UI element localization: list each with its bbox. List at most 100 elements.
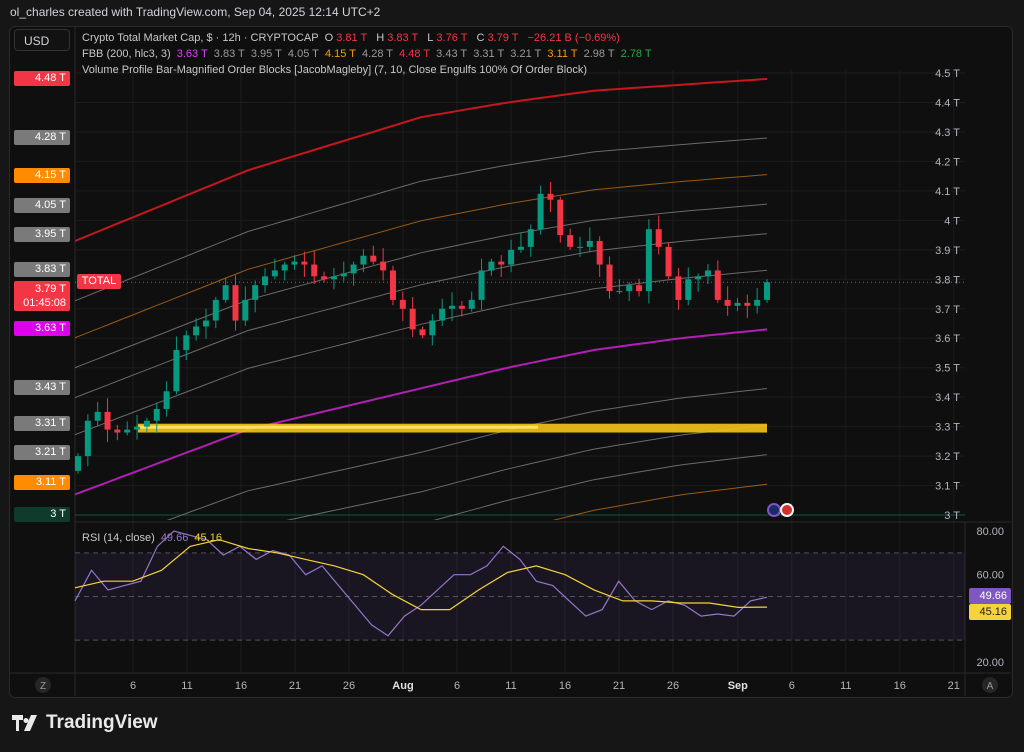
price-level-badge: 3.21 T bbox=[14, 445, 70, 461]
candle-body bbox=[567, 235, 574, 247]
price-tick-label: 3.2 T bbox=[935, 451, 960, 463]
candle-body bbox=[675, 276, 682, 300]
price-level-badge: 3.11 T bbox=[14, 474, 70, 490]
economic-event-flag-icon bbox=[780, 503, 794, 517]
time-axis-label: 16 bbox=[559, 680, 571, 692]
candle-body bbox=[458, 305, 465, 309]
tradingview-logo[interactable]: TradingView bbox=[12, 712, 158, 734]
fbb-value: 4.05 T bbox=[287, 48, 319, 60]
candle-body bbox=[321, 276, 328, 280]
candle-body bbox=[222, 285, 229, 300]
fbb-value: 3.63 T bbox=[176, 48, 208, 60]
fbb-label: FBB (200, hlc3, 3) bbox=[82, 48, 171, 60]
candle-body bbox=[626, 285, 633, 292]
candle-body bbox=[616, 291, 623, 293]
candle-body bbox=[685, 279, 692, 300]
auto-scale-button[interactable] bbox=[982, 677, 998, 693]
fbb-band-line bbox=[75, 328, 768, 496]
price-level-badge: 3.83 T bbox=[14, 262, 70, 278]
attribution-text: ol_charles created with TradingView.com,… bbox=[10, 5, 381, 19]
candle-body bbox=[576, 246, 583, 248]
fbb-band-line bbox=[433, 454, 768, 520]
time-axis-label: 21 bbox=[613, 680, 625, 692]
time-axis-label: 11 bbox=[840, 680, 851, 692]
price-tick-label: 3.3 T bbox=[935, 422, 960, 434]
fbb-value: 4.48 T bbox=[399, 48, 431, 60]
rsi-line bbox=[74, 530, 768, 637]
candle-body bbox=[232, 285, 239, 321]
candle-body bbox=[94, 411, 101, 421]
bar-countdown: 01:45:08 bbox=[23, 297, 66, 310]
price-level-badge: 4.15 T bbox=[14, 168, 70, 184]
rsi-label: RSI (14, close) bbox=[82, 532, 155, 544]
fbb-band-line bbox=[75, 203, 768, 369]
candle-body bbox=[271, 270, 278, 277]
candle-body bbox=[734, 302, 741, 306]
time-axis-label: 16 bbox=[894, 680, 906, 692]
high-value: 3.83 T bbox=[387, 32, 419, 44]
currency-button[interactable]: USD bbox=[14, 29, 70, 51]
fbb-value: 2.98 T bbox=[583, 48, 615, 60]
fbb-band-line bbox=[75, 137, 768, 302]
last-price-value: 3.79 T bbox=[35, 283, 66, 296]
zoom-reset-button[interactable] bbox=[35, 677, 51, 693]
time-axis-label: 6 bbox=[130, 680, 136, 692]
candle-body bbox=[262, 276, 269, 286]
time-axis-label: 6 bbox=[789, 680, 795, 692]
candle-body bbox=[183, 335, 190, 351]
price-level-badge: 4.28 T bbox=[14, 129, 70, 145]
fbb-value: 3.83 T bbox=[213, 48, 245, 60]
time-axis-label: 11 bbox=[505, 680, 516, 692]
rsi-signal-badge: 45.16 bbox=[969, 604, 1011, 620]
candle-body bbox=[360, 255, 367, 265]
fbb-legend[interactable]: FBB (200, hlc3, 3) 3.63 T 3.83 T 3.95 T … bbox=[82, 48, 655, 60]
price-tick-label: 4.5 T bbox=[935, 68, 960, 80]
close-value: 3.79 T bbox=[487, 32, 519, 44]
candle-body bbox=[84, 420, 91, 457]
rsi-legend[interactable]: RSI (14, close) 49.66 45.16 bbox=[82, 532, 225, 544]
price-tick-label: 3.1 T bbox=[935, 481, 960, 493]
time-axis-label: 21 bbox=[289, 680, 301, 692]
candle-body bbox=[301, 261, 308, 265]
time-axis-label: Sep bbox=[728, 680, 748, 692]
candle-body bbox=[724, 299, 731, 306]
candle-body bbox=[704, 270, 711, 277]
symbol-title: Crypto Total Market Cap, $ · 12h · CRYPT… bbox=[82, 32, 319, 44]
rsi-signal-value: 45.16 bbox=[194, 532, 222, 544]
candle-body bbox=[153, 408, 160, 421]
vp-label: Volume Profile Bar-Magnified Order Block… bbox=[82, 64, 588, 76]
fbb-value: 3.43 T bbox=[436, 48, 468, 60]
fbb-band-line bbox=[286, 424, 768, 520]
open-label: O bbox=[324, 32, 334, 44]
price-tick-label: 3.9 T bbox=[935, 245, 960, 257]
rsi-axis-label: 60.00 bbox=[976, 570, 1004, 582]
candle-body bbox=[429, 320, 436, 336]
candle-body bbox=[370, 255, 377, 262]
price-tick-label: 4.4 T bbox=[935, 97, 960, 109]
order-block-volume-bar bbox=[138, 425, 538, 429]
fbb-band-line bbox=[166, 388, 768, 520]
volume-profile-legend[interactable]: Volume Profile Bar-Magnified Order Block… bbox=[82, 64, 590, 76]
candle-body bbox=[517, 246, 524, 250]
time-axis-label: 6 bbox=[454, 680, 460, 692]
zoom-reset-button-label: Z bbox=[40, 681, 46, 692]
candle-body bbox=[252, 285, 259, 300]
rsi-signal-line bbox=[74, 539, 768, 611]
candle-body bbox=[606, 264, 613, 292]
price-level-badge: 3 T bbox=[14, 507, 70, 523]
candle-body bbox=[488, 261, 495, 271]
symbol-legend[interactable]: Crypto Total Market Cap, $ · 12h · CRYPT… bbox=[82, 32, 623, 44]
candle-body bbox=[163, 391, 170, 409]
candle-body bbox=[104, 411, 111, 430]
fbb-value: 3.31 T bbox=[473, 48, 505, 60]
rsi-value-badge: 49.66 bbox=[969, 588, 1011, 604]
candle-body bbox=[439, 308, 446, 321]
open-value: 3.81 T bbox=[336, 32, 368, 44]
last-price-badge: 3.79 T 01:45:08 bbox=[14, 281, 70, 312]
rsi-value: 49.66 bbox=[160, 532, 189, 544]
candle-body bbox=[350, 264, 357, 274]
price-tick-label: 4.3 T bbox=[935, 127, 960, 139]
candle-body bbox=[695, 276, 702, 280]
candle-body bbox=[389, 270, 396, 300]
